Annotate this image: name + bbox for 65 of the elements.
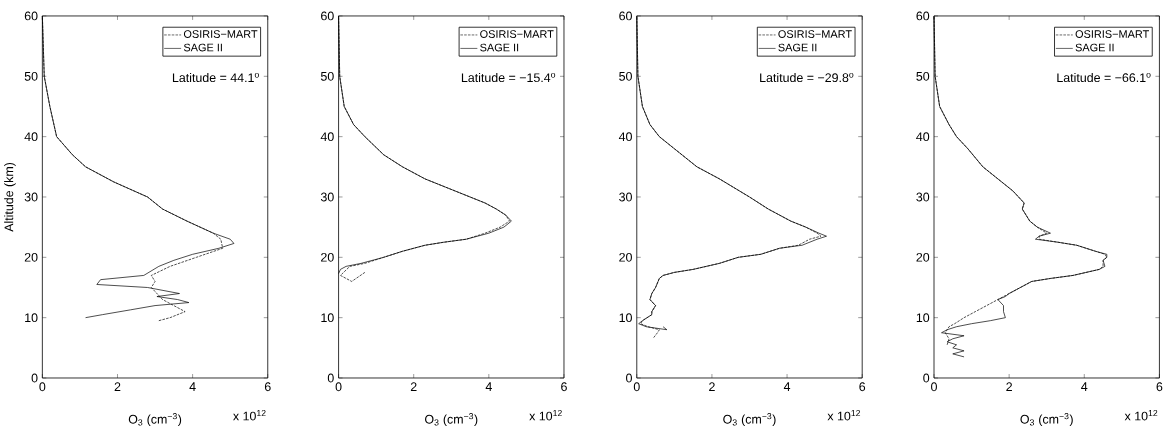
y-tick-label: 10 <box>619 313 632 323</box>
y-tick-label: 20 <box>321 253 334 262</box>
x-axis-title: O$_{3}$ (cm$^{−3}$) <box>425 413 478 427</box>
y-tick-label: 20 <box>619 253 632 262</box>
y-tick-label: 40 <box>320 132 334 142</box>
x-axis-title: O$_{3}$ (cm$^{−3}$) <box>723 413 776 427</box>
y-tick-label: 40 <box>916 132 930 142</box>
y-tick-label: 50 <box>916 71 930 81</box>
y-tick-label: 60 <box>619 11 632 21</box>
x-tick-label: 4 <box>189 382 196 391</box>
y-tick-label: 30 <box>320 192 334 202</box>
annotation: Latitude = 44.1$^{o}$ <box>172 73 259 83</box>
y-tick-label: 40 <box>618 132 632 142</box>
y-tick-label: 20 <box>24 253 38 262</box>
x-tick-label: 4 <box>485 382 492 391</box>
y-tick-label: 50 <box>619 71 632 81</box>
y-tick-label: 60 <box>321 11 334 21</box>
y-tick-label: 20 <box>916 253 930 262</box>
y-tick-label: 10 <box>25 313 38 323</box>
x-tick-label: 0 <box>931 382 937 392</box>
y-tick-label: 0 <box>923 373 930 383</box>
x-tick-label: 6 <box>264 382 271 392</box>
y-tick-label: 40 <box>24 132 38 142</box>
legend-label: OSIRIS−MART <box>778 30 852 39</box>
text: x 10$^{12}$ <box>233 410 266 421</box>
x-tick-label: 4 <box>1081 382 1088 391</box>
annotation: Latitude = −66.1$^{o}$ <box>1057 73 1151 83</box>
legend-label: OSIRIS−MART <box>480 30 554 39</box>
y-tick-label: 0 <box>327 373 334 383</box>
x-tick-label: 2 <box>1006 382 1012 392</box>
x-axis-title: O$_{3}$ (cm$^{−3}$) <box>128 413 182 427</box>
x-tick-label: 2 <box>410 382 417 392</box>
y-tick-label: 0 <box>31 373 38 383</box>
x-tick-label: 2 <box>709 382 715 392</box>
text: x 10$^{12}$ <box>1124 410 1158 421</box>
x-tick-label: 6 <box>1156 382 1163 392</box>
x-axis-title: O$_{3}$ (cm$^{−3}$) <box>1020 413 1073 427</box>
y-tick-label: 50 <box>320 71 334 81</box>
legend-label: OSIRIS−MART <box>183 30 258 39</box>
y-tick-label: 50 <box>24 71 38 81</box>
y-tick-label: 30 <box>24 192 38 202</box>
x-tick-label: 2 <box>114 382 121 392</box>
y-axis-title: Altitude (km) <box>4 162 16 232</box>
text: x 10$^{12}$ <box>827 410 861 421</box>
x-tick-label: 6 <box>859 382 866 392</box>
legend-label: OSIRIS−MART <box>1075 30 1150 39</box>
y-tick-label: 30 <box>916 192 930 202</box>
legend-label: SAGE II <box>1075 43 1114 52</box>
x-tick-label: 0 <box>39 382 46 392</box>
legend-label: SAGE II <box>480 43 519 52</box>
x-tick-label: 4 <box>783 382 791 391</box>
text: x 10$^{12}$ <box>529 410 562 421</box>
y-tick-label: 10 <box>321 313 334 323</box>
y-tick-label: 0 <box>626 373 632 383</box>
y-tick-label: 60 <box>24 11 38 21</box>
x-tick-label: 0 <box>633 382 640 392</box>
legend-label: SAGE II <box>183 43 222 52</box>
annotation: Latitude = −15.4$^{o}$ <box>461 73 556 83</box>
y-tick-label: 60 <box>916 11 930 21</box>
x-tick-label: 6 <box>561 382 567 392</box>
annotation: Latitude = −29.8$^{o}$ <box>760 73 854 83</box>
legend-label: SAGE II <box>778 43 817 52</box>
y-tick-label: 30 <box>619 192 632 202</box>
x-tick-label: 0 <box>335 382 342 392</box>
y-tick-label: 10 <box>916 313 930 323</box>
